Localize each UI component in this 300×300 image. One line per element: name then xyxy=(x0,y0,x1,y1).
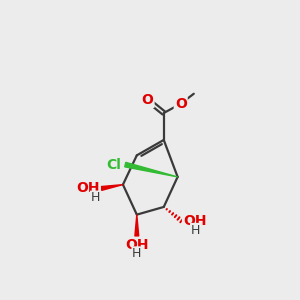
Polygon shape xyxy=(135,214,139,236)
Text: H: H xyxy=(132,247,142,260)
Text: Cl: Cl xyxy=(106,158,121,172)
Text: O: O xyxy=(175,97,187,111)
Text: OH: OH xyxy=(183,214,206,228)
Text: OH: OH xyxy=(76,182,100,196)
Polygon shape xyxy=(101,184,123,190)
Text: O: O xyxy=(142,93,154,107)
Polygon shape xyxy=(125,162,178,177)
Text: OH: OH xyxy=(125,238,148,252)
Text: H: H xyxy=(91,191,100,204)
Text: H: H xyxy=(190,224,200,236)
